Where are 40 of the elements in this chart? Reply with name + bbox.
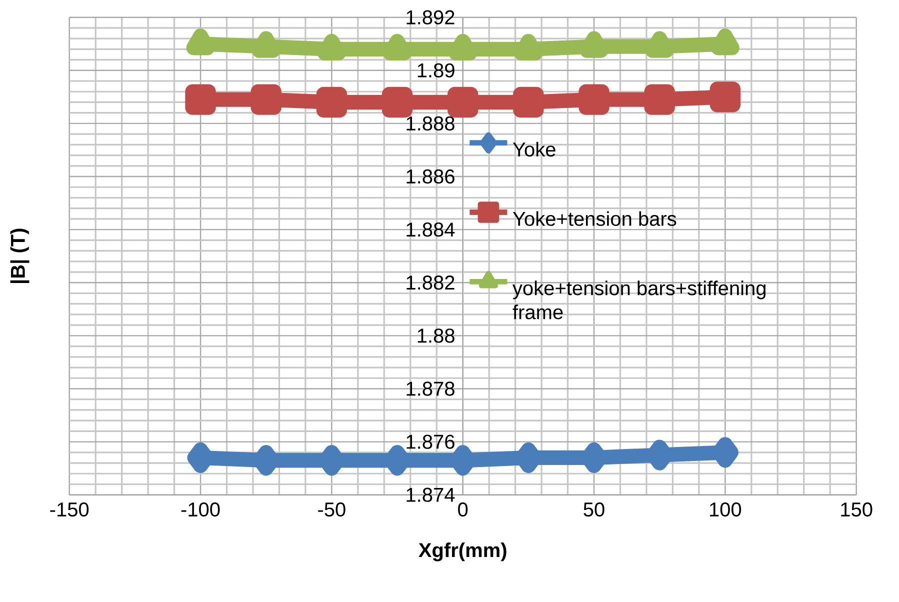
point	[710, 28, 740, 56]
point	[185, 84, 216, 116]
point	[252, 31, 280, 58]
legend-label: Yoke	[512, 142, 556, 157]
y-tick-label: 1.874	[406, 488, 455, 502]
legend-label: Yoke+tension bars	[512, 211, 676, 226]
point	[513, 87, 544, 118]
x-tick-label: 0	[458, 502, 468, 517]
y-tick-label: 1.884	[406, 222, 455, 237]
point	[186, 28, 215, 56]
point	[383, 34, 412, 61]
point	[645, 31, 674, 58]
point	[514, 34, 543, 61]
x-axis-title: Xgfr(mm)	[418, 542, 506, 562]
y-axis-title: |B| (T)	[10, 228, 30, 284]
x-tick-label: 50	[584, 502, 604, 517]
x-tick-label: -150	[50, 502, 89, 517]
point	[448, 87, 478, 118]
x-tick-label: 150	[841, 502, 872, 517]
y-tick-label: 1.88	[418, 328, 454, 343]
y-tick-label: 1.876	[406, 434, 454, 450]
point	[317, 34, 346, 61]
point	[448, 34, 478, 61]
point	[580, 31, 608, 58]
point	[710, 82, 740, 112]
y-tick-label: 1.886	[406, 170, 454, 184]
legend-label: yoke+tension bars+stiffening frame	[512, 280, 766, 320]
point	[644, 84, 675, 116]
point	[250, 84, 282, 116]
x-tick-label: -50	[318, 502, 346, 517]
point	[578, 84, 610, 116]
y-tick-label: 1.882	[406, 276, 454, 290]
y-tick-label: 1.888	[406, 116, 454, 131]
x-tick-label: -100	[181, 502, 220, 517]
x-tick-label: 100	[710, 502, 742, 517]
point	[316, 87, 348, 118]
y-tick-label: 1.89	[418, 64, 454, 78]
y-tick-label: 1.892	[406, 10, 454, 25]
y-tick-label: 1.878	[406, 382, 454, 396]
point	[382, 87, 413, 118]
